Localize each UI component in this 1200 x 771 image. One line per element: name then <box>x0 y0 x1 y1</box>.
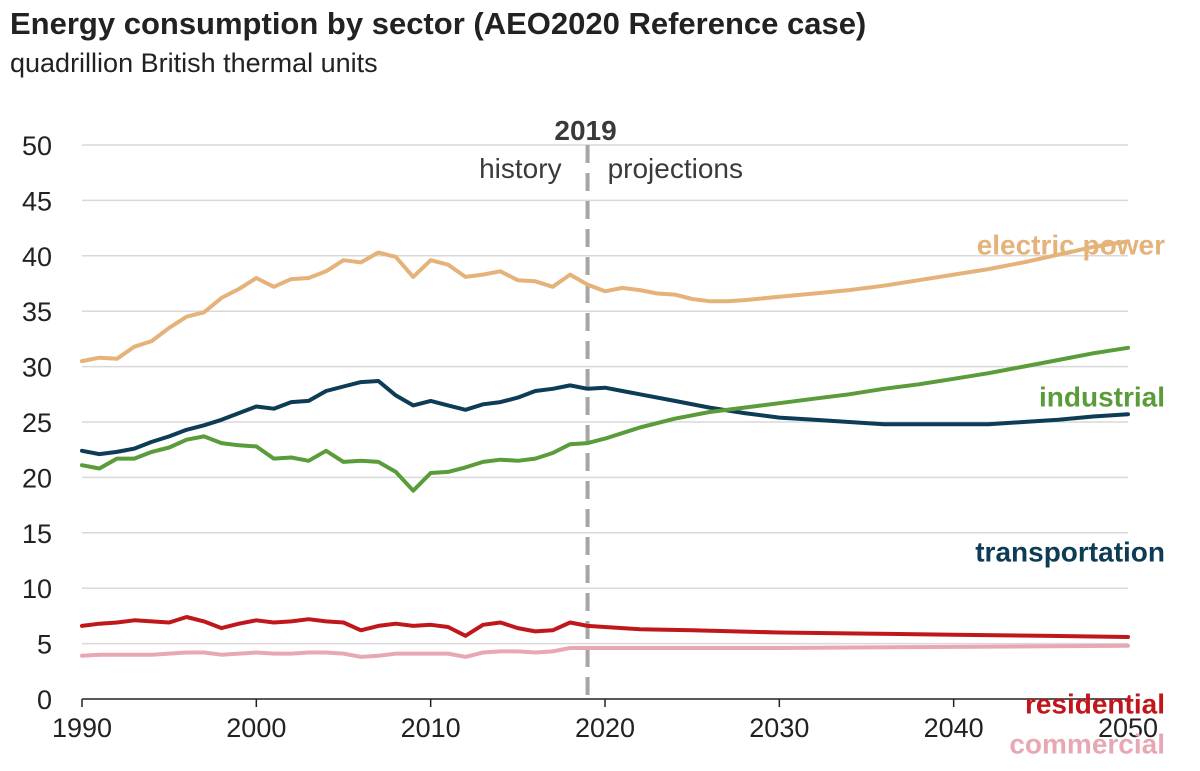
y-tick-label: 40 <box>22 242 52 272</box>
series-line-industrial <box>80 345 1130 493</box>
series-line-commercial <box>80 643 1130 659</box>
x-tick-label: 2000 <box>226 713 286 743</box>
series-line-transportation <box>80 379 1130 457</box>
y-tick-label: 45 <box>22 186 52 216</box>
grid-lines <box>82 144 1128 645</box>
series-label-electric-power: electric power <box>977 230 1165 261</box>
projections-label: projections <box>608 153 743 184</box>
y-tick-label: 0 <box>37 685 52 715</box>
y-axis-ticks: 0 5 10 15 20 25 30 35 40 45 50 <box>22 131 52 715</box>
y-tick-label: 5 <box>37 630 52 660</box>
series-line-electric-power <box>80 239 1130 364</box>
y-tick-label: 25 <box>22 408 52 438</box>
series-lines <box>80 239 1130 659</box>
chart-title: Energy consumption by sector (AEO2020 Re… <box>10 6 867 41</box>
series-line-residential <box>80 615 1130 639</box>
series-label-residential: residential <box>1025 688 1165 719</box>
x-tick-label: 1990 <box>52 713 112 743</box>
y-tick-label: 10 <box>22 574 52 604</box>
y-tick-label: 20 <box>22 463 52 493</box>
series-label-commercial: commercial <box>1009 728 1165 759</box>
series-label-transportation: transportation <box>975 537 1165 568</box>
y-tick-label: 15 <box>22 519 52 549</box>
history-label: history <box>479 153 561 184</box>
y-tick-label: 30 <box>22 353 52 383</box>
x-tick-label: 2010 <box>401 713 461 743</box>
series-labels: electric power industrial transportation re… <box>975 230 1165 760</box>
x-tick-label: 2020 <box>575 713 635 743</box>
x-tick-label: 2040 <box>924 713 984 743</box>
x-tick-label: 2050 <box>1098 713 1158 743</box>
chart-subtitle: quadrillion British thermal units <box>10 48 378 78</box>
y-tick-label: 35 <box>22 297 52 327</box>
x-axis-ticks: 1990 2000 2010 2020 2030 2040 2050 <box>52 699 1158 743</box>
series-label-industrial: industrial <box>1039 382 1165 413</box>
y-tick-label: 50 <box>22 131 52 161</box>
divider-year-label: 2019 <box>554 115 616 146</box>
x-tick-label: 2030 <box>749 713 809 743</box>
